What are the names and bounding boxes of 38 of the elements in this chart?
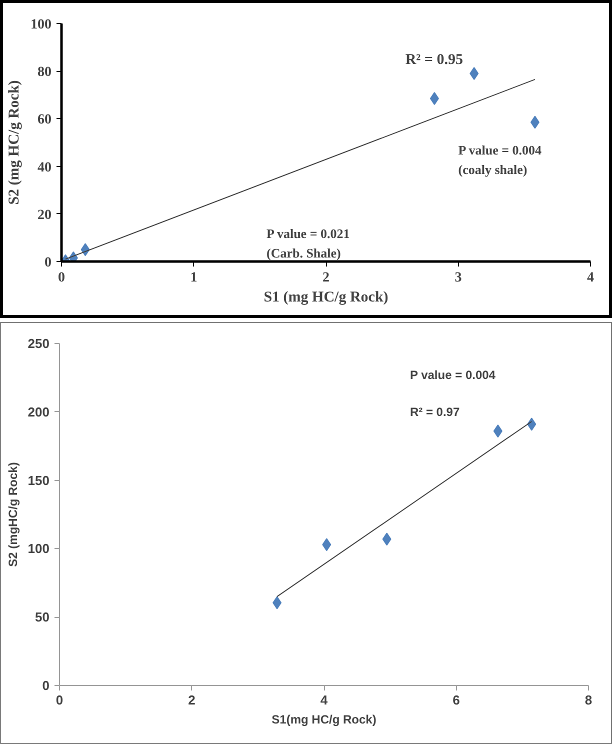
annotation: R² = 0.95 — [405, 52, 463, 68]
y-tick-label: 150 — [28, 472, 50, 488]
y-tick-label: 50 — [35, 610, 50, 625]
annotation: P value = 0.021 (Carb. Shale) — [266, 226, 350, 260]
y-axis-title: S2 (mgHC/g Rock) — [6, 462, 20, 567]
point — [322, 538, 332, 552]
x-tick-label: 2 — [322, 270, 330, 286]
y-tick-label: 0 — [42, 678, 50, 693]
x-axis-title: S1(mg HC/g Rock) — [272, 712, 376, 726]
point — [470, 66, 479, 80]
y-tick-label: 40 — [38, 160, 52, 176]
y-tick-label: 60 — [38, 112, 52, 128]
annotation: P value = 0.004 — [410, 368, 496, 382]
x-tick-label: 8 — [584, 692, 592, 708]
y-tick-label: 100 — [30, 18, 52, 32]
x-tick-label: 1 — [190, 270, 198, 286]
y-tick-label: 0 — [44, 256, 52, 270]
x-tick-label: 6 — [452, 692, 460, 708]
point — [530, 116, 540, 129]
x-tick-label: 4 — [587, 270, 594, 286]
x-tick-label: 0 — [56, 692, 64, 708]
y-tick-label: 250 — [28, 336, 50, 351]
x-tick-label: 3 — [454, 270, 462, 286]
y-tick-label: 200 — [28, 404, 50, 420]
x-tick-label: 0 — [58, 270, 65, 286]
point — [430, 92, 439, 105]
point — [382, 532, 392, 546]
point — [493, 424, 502, 438]
y-tick-label: 80 — [38, 65, 52, 80]
x-tick-label: 2 — [188, 692, 196, 708]
annotation: P value = 0.004 (coaly shale) — [458, 142, 542, 177]
y-axis-title: S2 (mg HC/g Rock) — [6, 80, 22, 205]
point — [272, 596, 282, 610]
x-axis-title: S1 (mg HC/g Rock) — [264, 290, 388, 306]
x-tick-label: 4 — [320, 692, 328, 708]
annotation: R² = 0.97 — [410, 405, 460, 420]
y-tick-label: 20 — [38, 208, 52, 223]
y-tick-label: 100 — [28, 541, 50, 556]
